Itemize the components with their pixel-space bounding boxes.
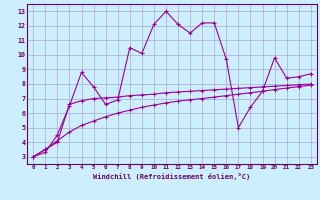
X-axis label: Windchill (Refroidissement éolien,°C): Windchill (Refroidissement éolien,°C) [93,173,251,180]
